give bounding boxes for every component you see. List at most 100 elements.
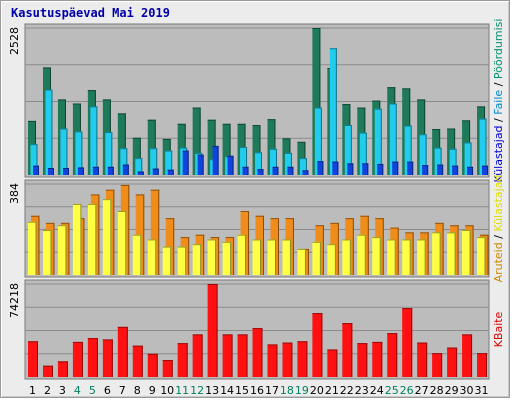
bar	[60, 128, 68, 175]
bar-fill	[252, 328, 263, 377]
bar-fill	[137, 171, 144, 175]
bar	[417, 342, 428, 377]
bar	[447, 232, 456, 275]
bar-fill	[102, 339, 113, 377]
bar-fill	[297, 248, 306, 275]
bar-fill	[404, 125, 412, 175]
x-tick-label: 28	[430, 384, 444, 397]
bar	[477, 353, 488, 377]
bar-fill	[389, 103, 397, 175]
bar-fill	[192, 107, 201, 175]
bar-fill	[212, 145, 219, 175]
bar	[182, 150, 189, 175]
bar	[47, 168, 54, 175]
bar	[362, 163, 369, 175]
legend-segment: Faile	[492, 90, 505, 115]
bar	[77, 167, 84, 175]
bar-fill	[57, 225, 67, 275]
chart-panels: 2528 Külastajad / Faile / Pöördumisi 384 Ar…	[8, 19, 505, 380]
bar	[342, 323, 353, 377]
bar	[92, 166, 99, 175]
bar	[257, 169, 264, 175]
x-tick-label: 30	[460, 384, 474, 397]
bar	[28, 341, 38, 377]
bar	[237, 234, 247, 275]
series-kbaite	[28, 284, 488, 377]
bar	[33, 165, 39, 175]
bar	[317, 161, 324, 175]
bar	[242, 166, 249, 175]
bar-fill	[462, 334, 473, 377]
bar	[282, 239, 291, 275]
bar-fill	[447, 232, 456, 275]
bar-fill	[132, 345, 143, 377]
bar-fill	[464, 142, 472, 175]
bar-fill	[60, 128, 68, 175]
bar	[392, 161, 399, 175]
bar	[42, 229, 52, 275]
bar-fill	[57, 361, 68, 377]
x-tick-label: 25	[385, 384, 399, 397]
bar-fill	[45, 89, 53, 175]
bar-fill	[192, 244, 202, 275]
bar-fill	[357, 234, 366, 275]
bar	[222, 241, 232, 275]
bar-fill	[402, 308, 413, 377]
bar	[177, 343, 188, 377]
bar-fill	[227, 155, 234, 175]
bar-fill	[267, 344, 278, 377]
bar-fill	[87, 203, 97, 275]
bar-fill	[147, 119, 156, 175]
x-tick-label: 11	[175, 384, 189, 397]
bar	[147, 353, 158, 377]
panel-legend-label: Külastajad / Faile / Pöördumisi	[492, 19, 505, 183]
bar-fill	[33, 165, 39, 175]
x-axis-labels: 1 2 3 4 5 6 7 8 9 10 11 12 13 14 15 16 17 18 19 20 21 22 23 24 2…	[29, 384, 489, 397]
bar-fill	[272, 166, 279, 175]
bar-fill	[62, 168, 69, 175]
bar-fill	[269, 148, 277, 175]
bar-fill	[105, 131, 113, 175]
bar	[312, 241, 321, 275]
bar-fill	[312, 313, 323, 377]
bar-fill	[240, 147, 248, 175]
x-tick-label: 8	[134, 384, 141, 397]
bar-fill	[432, 232, 441, 275]
bar-fill	[120, 148, 128, 175]
x-tick-label: 20	[310, 384, 324, 397]
panel-legend-label: KBaite	[492, 311, 505, 347]
bar	[477, 237, 486, 275]
bar	[417, 239, 426, 275]
bar-fill	[317, 161, 324, 175]
bar-fill	[362, 163, 369, 175]
x-tick-label: 2	[44, 384, 51, 397]
bar-fill	[207, 119, 216, 175]
bar	[222, 334, 233, 377]
legend-segment: Külastajad	[492, 175, 505, 232]
bar-fill	[447, 347, 458, 377]
bar	[402, 308, 413, 377]
x-tick-label: 19	[295, 384, 309, 397]
legend-segment: /	[492, 79, 505, 90]
bar-fill	[284, 152, 292, 175]
bar-fill	[417, 342, 428, 377]
bar-fill	[165, 150, 173, 175]
bar-fill	[257, 169, 264, 175]
x-tick-label: 26	[400, 384, 414, 397]
bar	[252, 328, 263, 377]
series-külastajad	[28, 199, 486, 275]
panel-hits: 2528 Külastajad / Faile / Pöördumisi	[8, 19, 505, 183]
bar-fill	[252, 124, 261, 175]
bar-fill	[132, 234, 142, 275]
bar-fill	[222, 334, 233, 377]
bar	[192, 244, 202, 275]
bar	[282, 342, 293, 377]
bar	[272, 166, 279, 175]
x-tick-label: 5	[89, 384, 96, 397]
bar	[167, 169, 174, 175]
bar	[207, 239, 217, 275]
bar	[90, 106, 98, 175]
bar	[342, 239, 351, 275]
bar	[117, 211, 127, 275]
